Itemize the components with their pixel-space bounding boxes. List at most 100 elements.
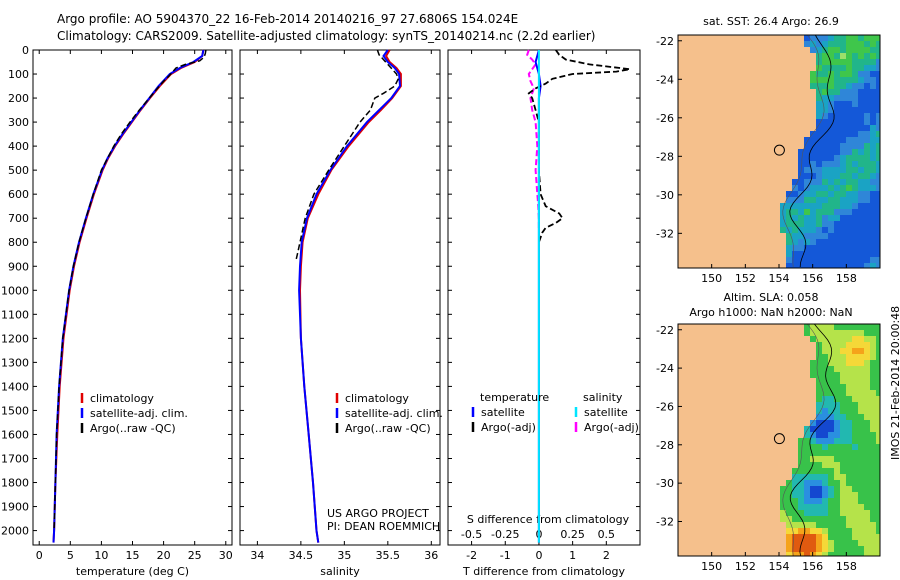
sla-map-cell: [852, 534, 858, 540]
sla-map-cell: [816, 450, 822, 456]
sst-map-cell: [708, 233, 714, 239]
sla-map-cell: [702, 348, 708, 354]
sla-map-cell: [684, 462, 690, 468]
sla-map-cell: [804, 408, 810, 414]
sla-map-cell: [774, 360, 780, 366]
sla-map-cell: [816, 504, 822, 510]
sla-map-cell: [756, 414, 762, 420]
sst-map-cell: [864, 95, 870, 101]
sla-map-cell: [678, 456, 684, 462]
sla-map-cell: [810, 426, 816, 432]
sla-map-cell: [678, 420, 684, 426]
sst-map-cell: [792, 239, 798, 245]
sla-map-cell: [864, 408, 870, 414]
sla-map-cell: [690, 336, 696, 342]
sla-map-cell: [810, 534, 816, 540]
sla-lon-tick-label: 150: [701, 560, 722, 573]
sst-map-cell: [762, 179, 768, 185]
sst-map-cell: [876, 251, 880, 257]
sla-map-cell: [804, 420, 810, 426]
temperature-xtick-label: 0: [36, 549, 43, 562]
sst-map-cell: [744, 107, 750, 113]
sst-map-cell: [738, 137, 744, 143]
sla-map-cell: [846, 528, 852, 534]
sst-map-cell: [786, 137, 792, 143]
sla-map-cell: [780, 444, 786, 450]
sst-map-cell: [738, 191, 744, 197]
sst-map-cell: [870, 95, 876, 101]
sla-map-cell: [726, 522, 732, 528]
sla-map-cell: [780, 354, 786, 360]
sla-map-cell: [840, 528, 846, 534]
sla-map-cell: [870, 408, 876, 414]
sla-map-cell: [870, 552, 876, 556]
sst-map-cell: [870, 125, 876, 131]
sla-map-cell: [858, 522, 864, 528]
sst-map-cell: [858, 263, 864, 268]
sla-map-cell: [750, 396, 756, 402]
sla-map-cell: [678, 498, 684, 504]
sst-map-cell: [726, 173, 732, 179]
sst-map-cell: [714, 125, 720, 131]
sst-map-cell: [714, 53, 720, 59]
sla-map-cell: [714, 342, 720, 348]
sst-map-cell: [864, 119, 870, 125]
sla-map-cell: [876, 552, 880, 556]
sla-map-cell: [786, 378, 792, 384]
sla-map-cell: [738, 444, 744, 450]
sst-map-cell: [738, 251, 744, 257]
sst-map-cell: [762, 143, 768, 149]
sla-map-cell: [870, 540, 876, 546]
sla-map-cell: [780, 342, 786, 348]
sla-map-cell: [762, 408, 768, 414]
sla-map-cell: [852, 510, 858, 516]
sla-map-cell: [696, 360, 702, 366]
sla-map-cell: [726, 444, 732, 450]
sst-map-cell: [852, 227, 858, 233]
sla-map-cell: [702, 540, 708, 546]
sla-map-cell: [732, 450, 738, 456]
sla-map-cell: [864, 384, 870, 390]
sla-map-cell: [786, 372, 792, 378]
sla-map-cell: [762, 414, 768, 420]
sla-map-cell: [798, 450, 804, 456]
sst-map-cell: [678, 227, 684, 233]
sla-map-cell: [822, 456, 828, 462]
sla-map-cell: [780, 348, 786, 354]
temperature-xtick-label: 20: [157, 549, 171, 562]
sla-map-cell: [684, 540, 690, 546]
sst-map-cell: [750, 227, 756, 233]
sla-map-cell: [870, 414, 876, 420]
sla-map-cell: [834, 384, 840, 390]
sla-map-cell: [816, 486, 822, 492]
sst-map-cell: [702, 95, 708, 101]
sst-map-cell: [750, 59, 756, 65]
sst-map-cell: [840, 245, 846, 251]
sst-map-cell: [726, 35, 732, 41]
sla-map-cell: [810, 528, 816, 534]
sst-map-cell: [738, 47, 744, 53]
sla-map-cell: [840, 480, 846, 486]
sst-map-cell: [864, 77, 870, 83]
sla-map-cell: [756, 528, 762, 534]
sla-map-cell: [774, 366, 780, 372]
sst-map-cell: [726, 203, 732, 209]
sla-map-cell: [864, 324, 870, 330]
sla-map-cell: [846, 360, 852, 366]
sla-map-cell: [726, 438, 732, 444]
sla-map-cell: [864, 528, 870, 534]
sst-map-cell: [690, 71, 696, 77]
sst-map-cell: [738, 155, 744, 161]
sst-map-cell: [690, 143, 696, 149]
sst-map-cell: [750, 53, 756, 59]
sla-shelf-contour: [789, 323, 837, 557]
sla-map-cell: [678, 372, 684, 378]
sst-map-cell: [870, 227, 876, 233]
sst-map-cell: [834, 173, 840, 179]
sst-map-cell: [876, 95, 880, 101]
sst-map-cell: [690, 167, 696, 173]
sst-map-cell: [732, 197, 738, 203]
sst-map-cell: [762, 233, 768, 239]
sla-map-cell: [678, 360, 684, 366]
sst-map-cell: [780, 185, 786, 191]
